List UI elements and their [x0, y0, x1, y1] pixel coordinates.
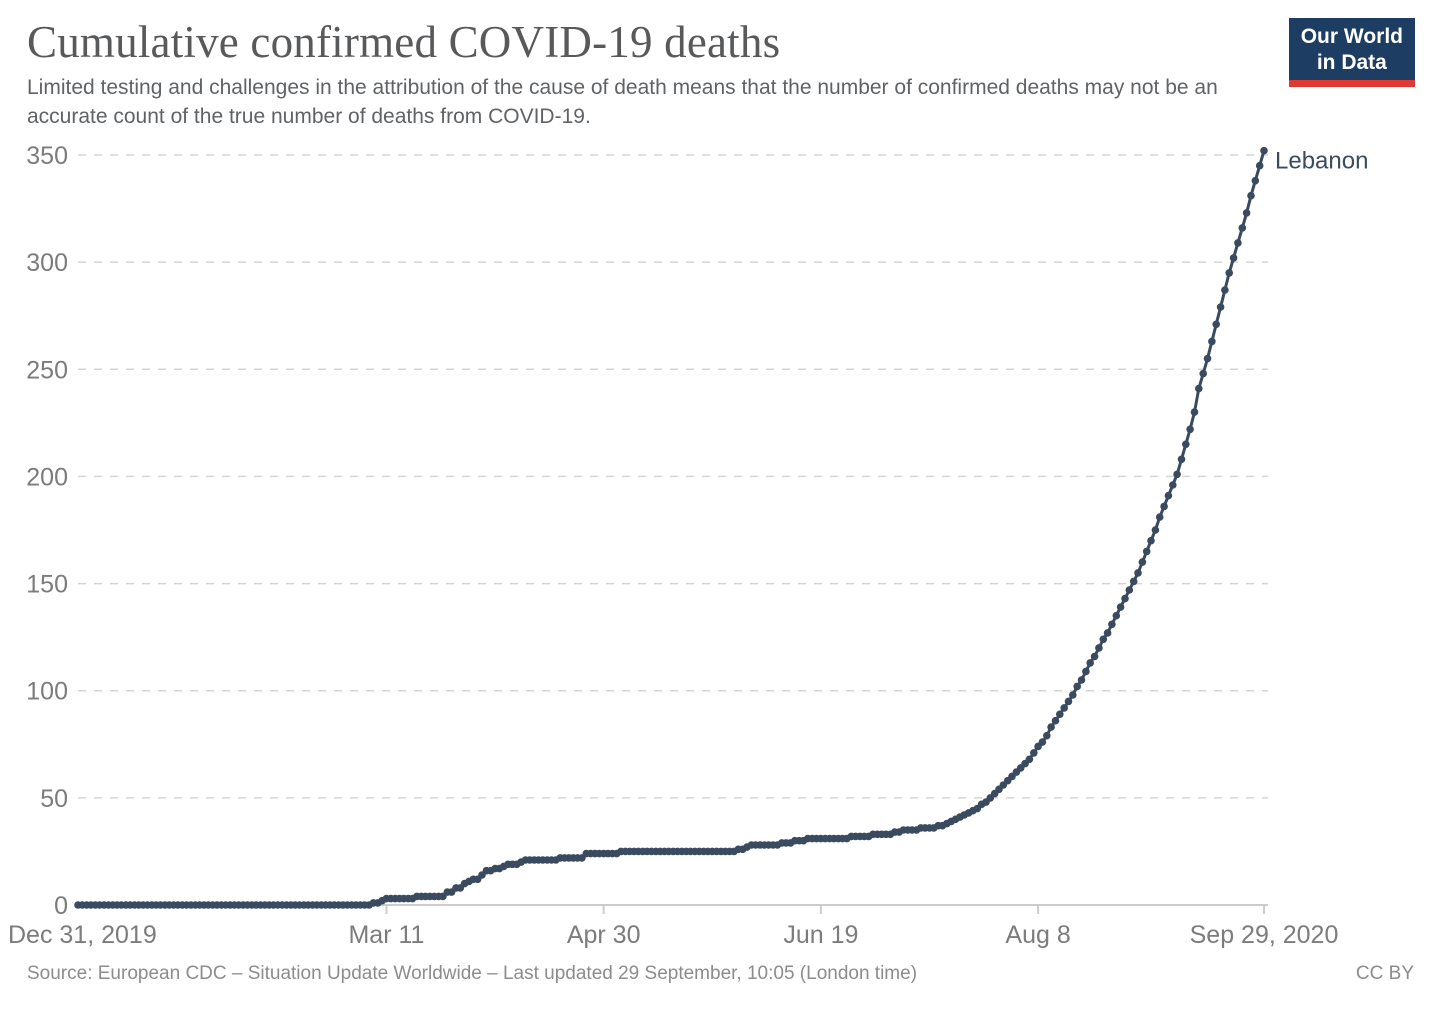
y-tick-label: 50	[40, 785, 68, 813]
data-point[interactable]	[1112, 611, 1121, 620]
data-point[interactable]	[1216, 303, 1225, 311]
data-point[interactable]	[1038, 738, 1047, 746]
data-point[interactable]	[1138, 558, 1147, 566]
data-point[interactable]	[1108, 620, 1116, 629]
data-point[interactable]	[1043, 731, 1051, 740]
data-point[interactable]	[1251, 176, 1260, 185]
data-point[interactable]	[1099, 635, 1108, 644]
page-title: Cumulative confirmed COVID-19 deaths	[27, 17, 781, 67]
data-point[interactable]	[1186, 425, 1194, 434]
data-point[interactable]	[1221, 286, 1229, 294]
data-line[interactable]	[76, 149, 1266, 907]
data-point[interactable]	[1129, 577, 1138, 586]
data-point[interactable]	[1073, 682, 1081, 691]
data-point[interactable]	[1247, 191, 1255, 200]
x-tick-label: Mar 11	[348, 921, 424, 949]
data-point[interactable]	[1103, 629, 1112, 637]
source-note: Source: European CDC – Situation Update …	[27, 963, 918, 984]
data-point[interactable]	[1060, 704, 1068, 712]
data-point[interactable]	[1260, 146, 1268, 155]
data-point[interactable]	[1025, 755, 1034, 764]
data-point[interactable]	[1203, 354, 1212, 363]
license-badge[interactable]: CC BY	[1355, 963, 1414, 984]
owid-logo-line1: Our World	[1300, 25, 1403, 48]
data-point[interactable]	[1255, 161, 1264, 170]
data-point[interactable]	[1225, 269, 1233, 277]
data-point[interactable]	[1051, 716, 1060, 725]
data-point[interactable]	[1177, 455, 1186, 464]
y-tick-label: 0	[54, 892, 68, 920]
data-point[interactable]	[1229, 254, 1238, 262]
series-label: Lebanon	[1275, 148, 1368, 175]
data-point[interactable]	[1086, 659, 1094, 667]
data-point[interactable]	[1199, 369, 1207, 378]
data-point[interactable]	[1095, 644, 1103, 652]
data-point[interactable]	[1169, 481, 1177, 489]
x-tick-label: Sep 29, 2020	[1190, 921, 1339, 949]
data-point[interactable]	[1056, 710, 1064, 719]
data-point[interactable]	[1173, 470, 1181, 479]
data-point[interactable]	[1155, 513, 1164, 521]
data-point[interactable]	[1064, 697, 1073, 706]
data-point[interactable]	[1238, 224, 1247, 232]
data-point[interactable]	[1030, 749, 1038, 757]
data-point[interactable]	[1151, 526, 1160, 534]
data-point[interactable]	[1134, 569, 1142, 577]
x-tick-label: Apr 30	[567, 921, 641, 949]
data-point[interactable]	[1195, 384, 1203, 393]
owid-logo-line2: in Data	[1316, 51, 1387, 74]
data-point[interactable]	[1125, 586, 1134, 594]
y-tick-label: 300	[26, 249, 68, 277]
data-point[interactable]	[1164, 491, 1173, 500]
x-tick-label: Aug 8	[1005, 921, 1070, 949]
data-point[interactable]	[1242, 209, 1251, 217]
x-tick-label: Jun 19	[783, 921, 858, 949]
y-tick-label: 100	[26, 678, 68, 706]
data-point[interactable]	[1082, 667, 1090, 676]
data-point[interactable]	[1047, 723, 1055, 731]
data-point[interactable]	[1090, 652, 1099, 661]
y-tick-label: 200	[26, 463, 68, 491]
y-tick-label: 150	[26, 571, 68, 599]
data-point[interactable]	[1121, 594, 1129, 603]
data-point[interactable]	[1182, 440, 1190, 449]
page-subtitle: Limited testing and challenges in the at…	[27, 76, 1218, 128]
y-tick-label: 350	[26, 142, 68, 170]
data-point[interactable]	[1147, 536, 1155, 545]
data-point[interactable]	[1212, 320, 1220, 329]
data-point[interactable]	[1077, 676, 1086, 684]
footer: Source: European CDC – Situation Update …	[27, 963, 1414, 985]
data-point[interactable]	[1208, 337, 1216, 346]
owid-logo[interactable]: Our World in Data	[1288, 18, 1415, 87]
data-point[interactable]	[1116, 603, 1125, 611]
y-tick-label: 250	[26, 356, 68, 384]
data-point[interactable]	[1234, 239, 1242, 247]
data-point[interactable]	[1190, 408, 1199, 416]
data-point[interactable]	[1160, 502, 1168, 511]
data-point[interactable]	[1142, 547, 1151, 556]
x-tick-label: Dec 31, 2019	[8, 921, 157, 949]
data-point[interactable]	[1069, 691, 1077, 699]
